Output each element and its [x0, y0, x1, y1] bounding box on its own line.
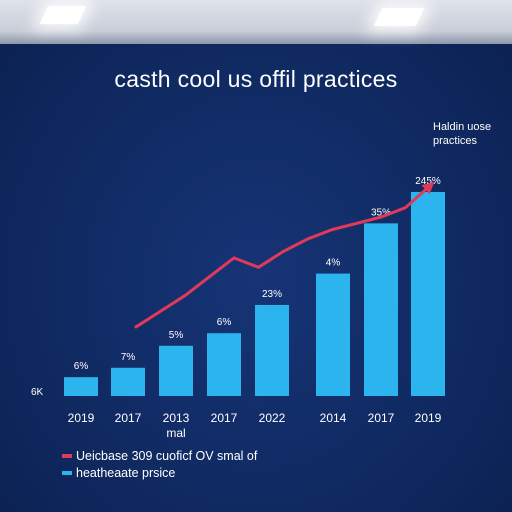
bar [64, 377, 98, 396]
bar [411, 191, 445, 396]
x-tick-sublabel: mal [166, 426, 185, 440]
trend-annotation: Haldin uose [433, 121, 491, 133]
x-tick-label: 2014 [320, 411, 347, 425]
chart-legend: Ueicbase 309 cuoficf OV smal of heatheaa… [62, 447, 257, 481]
y-axis-label: 6K [31, 387, 44, 398]
chart-title: casth cool us offil practices [114, 66, 398, 92]
data-label: 6% [217, 317, 232, 328]
data-label: 7% [121, 352, 136, 363]
x-tick-label: 2013 [163, 411, 190, 425]
x-tick-label: 2019 [415, 411, 442, 425]
trend-annotation: practices [433, 135, 478, 147]
data-label: 35% [371, 207, 391, 218]
data-label: 4% [326, 258, 341, 269]
ceiling [0, 0, 512, 44]
bar [255, 304, 289, 396]
x-tick-label: 2017 [368, 411, 395, 425]
legend-item-bars: heatheaate prsice [62, 464, 257, 481]
trend-arrowhead [421, 181, 435, 195]
trend-line [134, 184, 432, 329]
x-tick-label: 2017 [115, 411, 142, 425]
bar [316, 273, 350, 396]
data-label: 23% [262, 289, 282, 300]
data-label: 6% [74, 361, 89, 372]
legend-item-trend: Ueicbase 309 cuoficf OV smal of [62, 447, 257, 464]
x-tick-label: 2017 [211, 411, 238, 425]
legend-swatch-trend [62, 453, 72, 458]
bar [159, 345, 193, 396]
bar [207, 333, 241, 396]
bar [111, 367, 145, 396]
legend-swatch-bars [62, 470, 72, 475]
bar [364, 223, 398, 396]
legend-label-bars: heatheaate prsice [76, 465, 176, 480]
x-tick-label: 2019 [68, 411, 95, 425]
data-label: 245% [415, 176, 441, 187]
x-tick-label: 2022 [259, 411, 286, 425]
legend-label-trend: Ueicbase 309 cuoficf OV smal of [76, 448, 258, 463]
data-label: 5% [169, 330, 184, 341]
